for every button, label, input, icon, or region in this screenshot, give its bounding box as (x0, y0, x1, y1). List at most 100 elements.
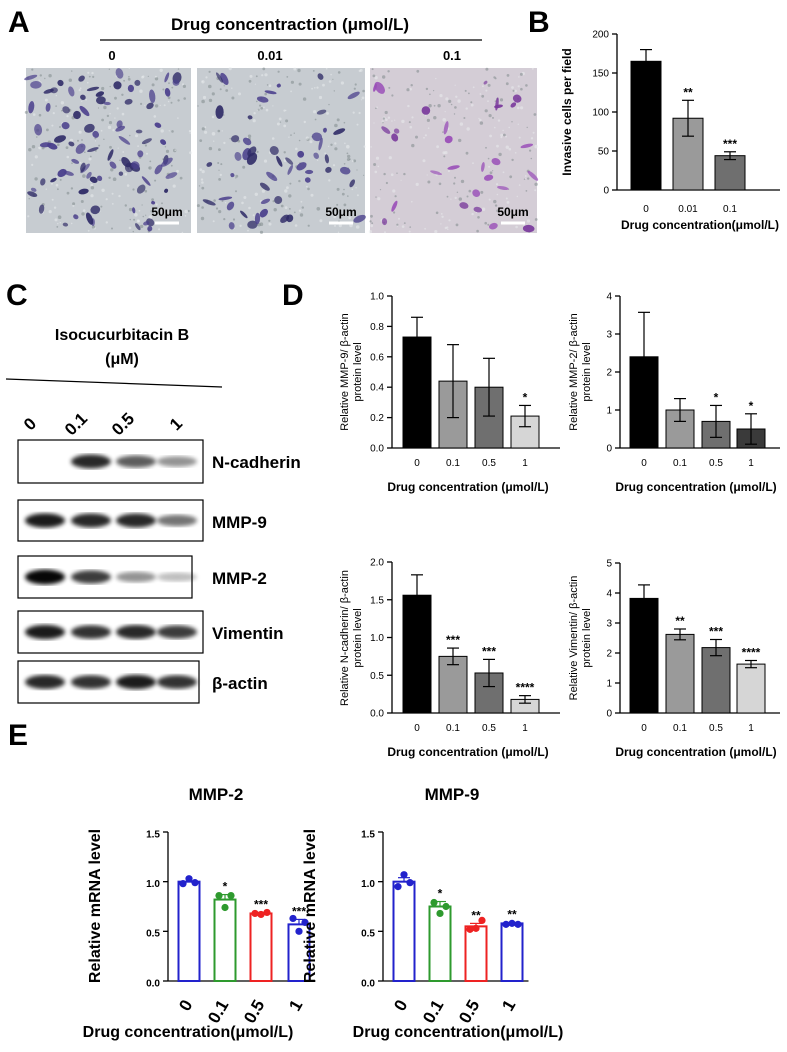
bar-0.5 (701, 647, 731, 714)
membrane-pore (348, 216, 352, 220)
membrane-pore (454, 196, 457, 200)
membrane-pore (530, 157, 533, 160)
membrane-pore (322, 83, 325, 87)
invasive-cell (68, 86, 75, 97)
membrane-pore (478, 117, 480, 120)
membrane-pore (519, 72, 523, 76)
invasive-cell (240, 210, 248, 219)
membrane-pore (144, 144, 147, 147)
membrane-pore (123, 79, 125, 82)
category-label: 1 (748, 458, 754, 469)
membrane-pore (436, 145, 439, 149)
membrane-pore (90, 194, 94, 198)
invasive-cell (96, 96, 106, 105)
membrane-pore (459, 122, 464, 126)
membrane-pore (520, 106, 524, 110)
y-tick-label: 3 (606, 619, 612, 630)
membrane-pore (141, 204, 143, 206)
membrane-pore (505, 197, 508, 200)
blot-4: β-actin (17, 660, 268, 704)
data-point (179, 880, 187, 888)
membrane-pore (171, 130, 174, 133)
membrane-pore (65, 146, 69, 150)
membrane-pore (139, 89, 143, 93)
membrane-pore (223, 218, 226, 221)
membrane-pore (481, 94, 485, 98)
blot-label: MMP-2 (212, 569, 267, 588)
invasive-cell (24, 74, 38, 81)
invasive-cell (304, 177, 311, 183)
membrane-pore (148, 166, 152, 170)
membrane-pore (408, 121, 411, 124)
membrane-pore (293, 67, 297, 71)
membrane-pore (330, 73, 332, 76)
membrane-pore (512, 89, 515, 92)
category-label: 1 (748, 723, 754, 734)
significance-marker: **** (742, 646, 761, 660)
membrane-pore (487, 223, 490, 226)
invasive-cell (287, 164, 293, 175)
membrane-pore (285, 109, 287, 112)
membrane-pore (283, 151, 286, 154)
category-label: 0 (390, 997, 411, 1015)
membrane-pore (290, 90, 292, 93)
membrane-pore (201, 181, 204, 184)
membrane-pore (255, 75, 258, 78)
invasive-cell (325, 166, 332, 173)
membrane-pore (520, 87, 523, 91)
y-tick-label: 1.0 (370, 633, 384, 644)
membrane-pore (372, 74, 376, 78)
category-label: 1 (522, 723, 528, 734)
membrane-pore (425, 87, 429, 91)
data-point (257, 910, 265, 919)
membrane-pore (129, 134, 131, 137)
significance-marker: *** (292, 904, 306, 918)
membrane-pore (393, 211, 396, 214)
invasive-cell (143, 221, 150, 226)
membrane-pore (533, 113, 537, 116)
membrane-pore (337, 71, 341, 74)
membrane-pore (88, 157, 92, 161)
membrane-pore (439, 94, 443, 98)
membrane-pore (53, 206, 57, 209)
invasive-cell (274, 196, 283, 204)
membrane-pore (332, 164, 336, 167)
invasive-cell (141, 138, 152, 145)
membrane-pore (472, 162, 474, 165)
blot-1: MMP-9 (17, 499, 267, 542)
category-label: 0.5 (482, 458, 496, 469)
significance-marker: * (223, 880, 228, 894)
invasive-cell (242, 137, 252, 146)
membrane-pore (422, 159, 426, 163)
protein-band (116, 674, 156, 690)
bar-0.1 (428, 905, 452, 982)
membrane-pore (488, 166, 490, 168)
membrane-pore (108, 68, 111, 71)
micrograph-2: 50μm (368, 67, 539, 234)
membrane-pore (312, 70, 315, 72)
membrane-pore (261, 189, 265, 193)
membrane-pore (147, 75, 149, 77)
membrane-pore (305, 136, 309, 140)
membrane-pore (392, 189, 396, 193)
invasive-cell (247, 220, 258, 229)
data-point (472, 924, 480, 932)
membrane-pore (532, 131, 535, 134)
membrane-pore (316, 207, 321, 211)
membrane-pore (44, 98, 48, 102)
significance-marker: *** (709, 625, 723, 639)
invasive-cell (349, 179, 356, 188)
membrane-pore (50, 182, 54, 185)
protein-band (71, 675, 111, 689)
category-label: 1 (285, 997, 306, 1015)
membrane-pore (285, 119, 289, 123)
y-tick-label: 0.6 (370, 352, 384, 363)
invasive-cell (339, 166, 351, 175)
membrane-pore (51, 124, 54, 127)
invasive-cell (491, 158, 501, 166)
membrane-pore (109, 85, 111, 88)
membrane-pore (505, 145, 509, 149)
membrane-pore (472, 86, 475, 89)
membrane-pore (32, 113, 36, 116)
membrane-pore (343, 203, 347, 207)
